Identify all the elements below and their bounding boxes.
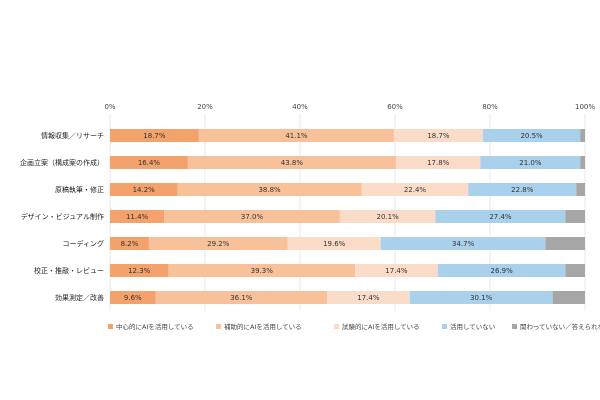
x-tick-label: 20%: [197, 103, 213, 111]
legend-label: 活用していない: [450, 322, 495, 331]
bar-segment: [380, 237, 546, 250]
x-tick-label: 60%: [387, 103, 403, 111]
bar-segment: [482, 129, 581, 142]
category-label: コーディング: [62, 239, 104, 248]
x-tick-label: 100%: [575, 103, 595, 111]
bar-segment: [580, 156, 585, 169]
legend-item: 関わっていない／答えられない: [512, 322, 600, 331]
data-label: 37.0%: [241, 213, 264, 221]
category-label: デザイン・ビジュアル制作: [21, 212, 104, 221]
bar-segment: [327, 291, 410, 304]
legend-swatch: [108, 324, 113, 329]
data-label: 22.8%: [511, 186, 534, 194]
bar-segment: [110, 156, 188, 169]
bar-segment: [468, 183, 577, 196]
legend-label: 関わっていない／答えられない: [520, 322, 600, 331]
x-tick-label: 0%: [104, 103, 115, 111]
legend-swatch: [512, 324, 517, 329]
data-label: 38.8%: [258, 186, 281, 194]
bar-segment: [355, 264, 438, 277]
bar-segment: [339, 210, 436, 223]
legend-item: 中心的にAIを活用している: [108, 322, 194, 331]
bar-segment: [168, 264, 356, 277]
legend-swatch: [442, 324, 447, 329]
bar-segment: [580, 129, 585, 142]
legend-item: 補助的にAIを活用している: [216, 322, 302, 331]
data-label: 26.9%: [491, 267, 514, 275]
category-label: 校正・推敲・レビュー: [34, 266, 104, 275]
x-tick-label: 80%: [482, 103, 498, 111]
x-tick-label: 40%: [292, 103, 308, 111]
bar-segment: [565, 210, 585, 223]
bar-segment: [177, 183, 362, 196]
data-label: 20.1%: [377, 213, 400, 221]
data-label: 17.8%: [427, 159, 450, 167]
legend: 中心的にAIを活用している 補助的にAIを活用している 試験的にAIを活用している 活…: [108, 322, 600, 331]
legend-label: 中心的にAIを活用している: [116, 322, 194, 331]
bar-segment: [110, 291, 156, 304]
bar-segment: [110, 129, 199, 142]
data-label: 17.4%: [357, 294, 380, 302]
bar-segment: [187, 156, 396, 169]
data-label: 41.1%: [285, 132, 308, 140]
data-labels: 18.7% 41.1% 18.7% 20.5% 16.4% 43.8% 17.8% 21.0%…: [121, 132, 543, 302]
data-label: 18.7%: [427, 132, 450, 140]
bar-segment: [409, 291, 553, 304]
bar-segment: [395, 156, 481, 169]
bar-segment: [576, 183, 585, 196]
bar-segment: [287, 237, 381, 250]
data-label: 12.3%: [128, 267, 151, 275]
legend-item: 試験的にAIを活用している: [334, 322, 420, 331]
bar-segment: [565, 264, 585, 277]
category-label: 原稿執筆・修正: [55, 185, 104, 194]
category-label: 効果測定／改善: [55, 293, 104, 302]
data-label: 18.7%: [143, 132, 166, 140]
data-label: 29.2%: [207, 240, 230, 248]
data-label: 19.6%: [323, 240, 346, 248]
data-label: 27.4%: [489, 213, 512, 221]
category-label: 企画立案（構成案の作成）: [20, 158, 104, 167]
bar-segment: [545, 237, 585, 250]
data-label: 14.2%: [133, 186, 156, 194]
data-label: 8.2%: [121, 240, 139, 248]
category-label: 情報収集／リサーチ: [41, 131, 104, 140]
legend-swatch: [216, 324, 221, 329]
data-label: 34.7%: [452, 240, 475, 248]
bar-segment: [437, 264, 566, 277]
bar-segment: [552, 291, 585, 304]
data-label: 16.4%: [138, 159, 161, 167]
bar-segment: [148, 237, 288, 250]
legend-item: 活用していない: [442, 322, 495, 331]
data-label: 11.4%: [126, 213, 149, 221]
data-label: 9.6%: [124, 294, 142, 302]
legend-label: 試験的にAIを活用している: [342, 322, 420, 331]
data-label: 22.4%: [404, 186, 427, 194]
data-label: 21.0%: [519, 159, 542, 167]
bar-segment: [110, 183, 178, 196]
data-label: 30.1%: [470, 294, 493, 302]
bar-segment: [394, 129, 483, 142]
bar-segment: [155, 291, 328, 304]
bar-segment: [361, 183, 469, 196]
data-label: 36.1%: [230, 294, 253, 302]
x-axis-ticks: 0% 20% 40% 60% 80% 100%: [104, 103, 595, 111]
bar-segment: [480, 156, 581, 169]
data-label: 43.8%: [281, 159, 304, 167]
data-label: 17.4%: [385, 267, 408, 275]
bars: [110, 129, 585, 304]
bar-segment: [110, 237, 149, 250]
legend-swatch: [334, 324, 339, 329]
legend-label: 補助的にAIを活用している: [224, 322, 302, 331]
bar-segment: [435, 210, 566, 223]
bar-segment: [164, 210, 340, 223]
data-label: 20.5%: [520, 132, 543, 140]
bar-segment: [198, 129, 395, 142]
data-label: 39.3%: [251, 267, 274, 275]
bar-segment: [110, 264, 169, 277]
bar-segment: [110, 210, 165, 223]
